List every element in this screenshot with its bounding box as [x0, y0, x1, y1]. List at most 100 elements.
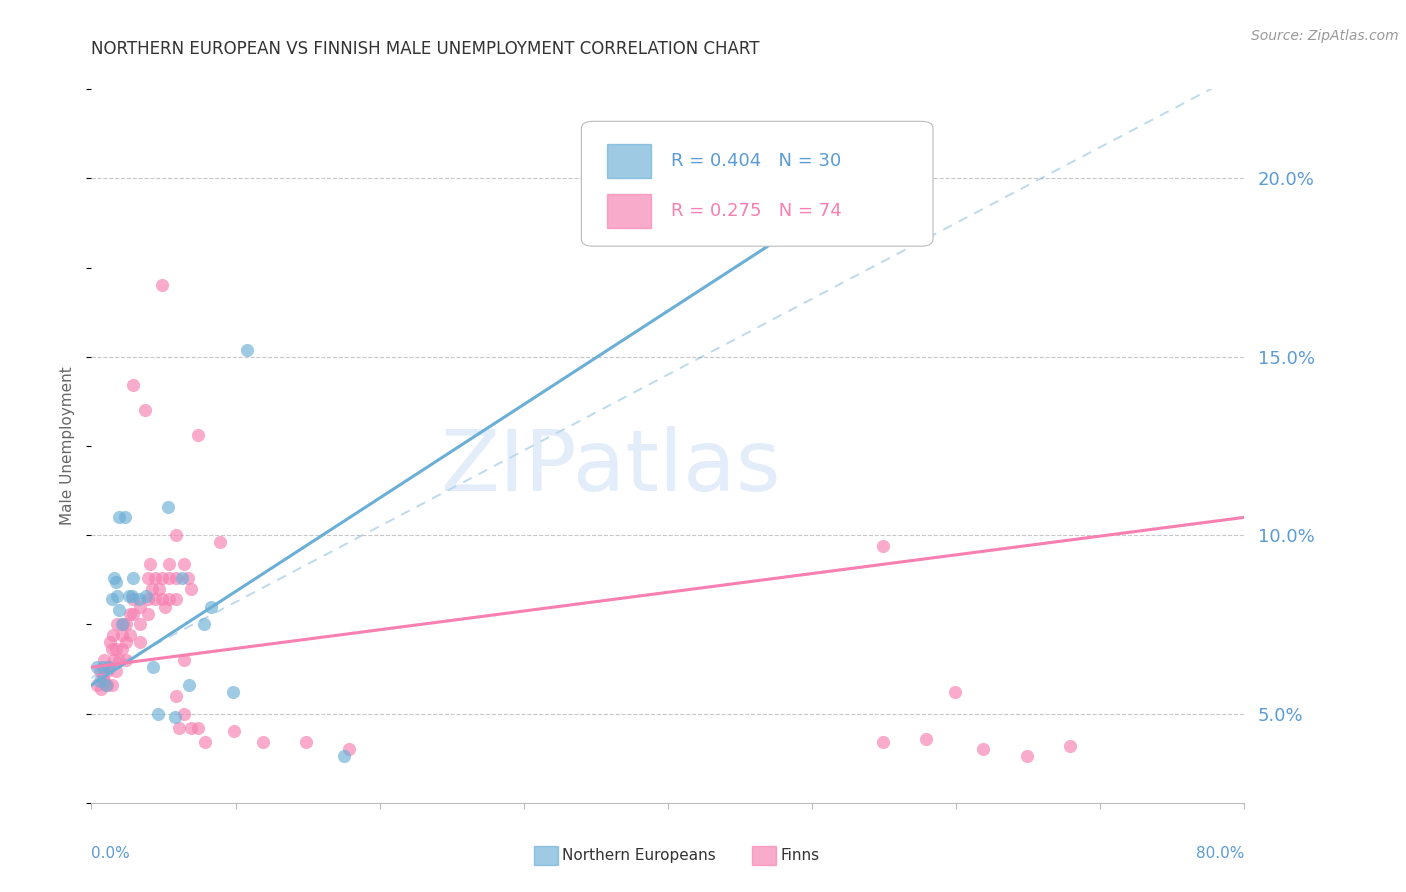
Point: [136, 592, 159, 607]
Point: [134, 403, 156, 417]
Text: 0.0%: 0.0%: [91, 846, 131, 861]
Bar: [607, 144, 651, 178]
Point: [136, 571, 159, 585]
Point: [104, 664, 127, 678]
Point: [122, 378, 145, 392]
Point: [157, 557, 180, 571]
Point: [972, 742, 994, 756]
Text: NORTHERN EUROPEAN VS FINNISH MALE UNEMPLOYMENT CORRELATION CHART: NORTHERN EUROPEAN VS FINNISH MALE UNEMPL…: [91, 40, 759, 58]
Point: [872, 539, 894, 553]
Point: [163, 710, 186, 724]
Point: [150, 278, 173, 293]
Point: [103, 653, 125, 667]
Point: [115, 653, 138, 667]
Point: [870, 146, 893, 161]
Point: [115, 617, 138, 632]
Point: [142, 660, 165, 674]
Text: 80.0%: 80.0%: [1197, 846, 1244, 861]
Point: [107, 653, 129, 667]
Point: [100, 678, 122, 692]
Point: [122, 592, 145, 607]
Text: R = 0.404   N = 30: R = 0.404 N = 30: [671, 153, 842, 170]
Point: [135, 589, 157, 603]
Point: [173, 653, 195, 667]
Point: [128, 592, 150, 607]
Point: [136, 607, 159, 621]
Text: Source: ZipAtlas.com: Source: ZipAtlas.com: [1251, 29, 1399, 43]
Point: [169, 721, 191, 735]
Point: [121, 589, 143, 603]
Point: [153, 599, 176, 614]
Point: [194, 735, 217, 749]
Point: [150, 592, 173, 607]
Point: [91, 660, 114, 674]
Point: [98, 635, 121, 649]
Point: [115, 635, 138, 649]
Point: [1059, 739, 1081, 753]
Point: [332, 749, 354, 764]
Point: [112, 617, 135, 632]
Point: [180, 721, 202, 735]
Point: [97, 660, 120, 674]
Point: [91, 671, 114, 685]
Point: [208, 535, 231, 549]
Point: [100, 592, 122, 607]
Point: [172, 571, 194, 585]
Y-axis label: Male Unemployment: Male Unemployment: [60, 367, 76, 525]
Point: [222, 724, 245, 739]
Point: [107, 510, 129, 524]
Point: [96, 664, 118, 678]
Point: [221, 685, 243, 699]
Point: [187, 428, 209, 442]
Point: [139, 557, 162, 571]
Point: [122, 571, 145, 585]
Point: [105, 589, 128, 603]
Bar: [607, 194, 651, 228]
Point: [105, 617, 128, 632]
Point: [86, 660, 108, 674]
Point: [111, 628, 134, 642]
Point: [156, 500, 179, 514]
Point: [100, 642, 122, 657]
Point: [148, 582, 170, 596]
Point: [914, 731, 936, 746]
Point: [120, 628, 142, 642]
Point: [173, 557, 195, 571]
Point: [104, 574, 127, 589]
Point: [94, 678, 117, 692]
Point: [129, 635, 152, 649]
Point: [165, 592, 187, 607]
Point: [120, 607, 142, 621]
Point: [97, 660, 120, 674]
Point: [141, 582, 163, 596]
Point: [337, 742, 360, 756]
Point: [157, 592, 180, 607]
Point: [89, 674, 111, 689]
Point: [173, 706, 195, 721]
Point: [118, 589, 141, 603]
Point: [180, 582, 202, 596]
Point: [943, 685, 966, 699]
Text: Finns: Finns: [780, 848, 820, 863]
Point: [129, 599, 152, 614]
Point: [252, 735, 274, 749]
Point: [107, 603, 129, 617]
Point: [236, 343, 259, 357]
Point: [157, 571, 180, 585]
Text: Northern Europeans: Northern Europeans: [562, 848, 716, 863]
FancyBboxPatch shape: [582, 121, 934, 246]
Point: [104, 642, 127, 657]
Point: [89, 664, 111, 678]
Point: [103, 571, 125, 585]
Point: [96, 678, 118, 692]
Point: [111, 642, 134, 657]
Point: [177, 571, 200, 585]
Point: [93, 674, 115, 689]
Point: [111, 617, 134, 632]
Text: R = 0.275   N = 74: R = 0.275 N = 74: [671, 202, 842, 219]
Text: ZIPatlas: ZIPatlas: [440, 425, 780, 509]
Point: [179, 678, 201, 692]
Point: [872, 735, 894, 749]
Point: [143, 592, 166, 607]
Point: [146, 706, 169, 721]
